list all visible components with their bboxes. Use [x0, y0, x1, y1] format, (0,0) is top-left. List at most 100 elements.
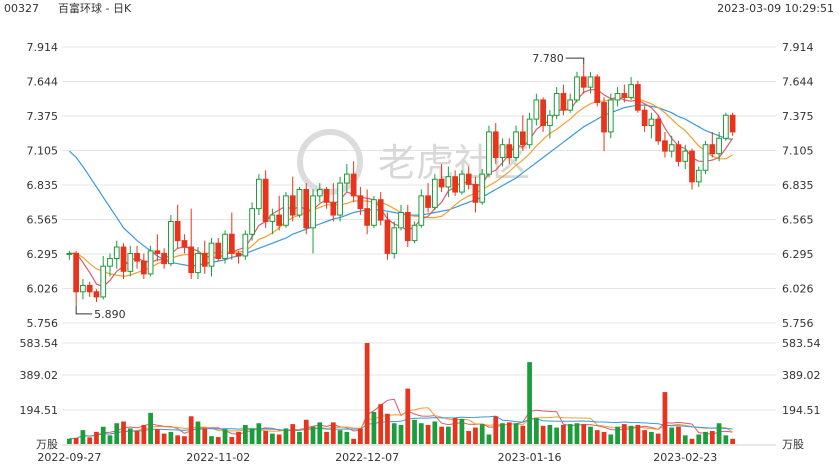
candle-body [519, 131, 526, 146]
price-tick-label: 7.644 [782, 76, 814, 89]
candle-body [431, 178, 438, 208]
candle-body [174, 220, 181, 242]
right-price-axis: 7.914 7.644 7.375 7.105 6.835 6.565 6.295 6.026… [782, 41, 814, 330]
volume-bar [581, 424, 587, 444]
date-tick-label: 2022-11-02 [186, 451, 250, 464]
candle-body [553, 93, 560, 116]
volume-bar [601, 431, 607, 444]
candle-body [689, 150, 695, 183]
volume-bar [452, 418, 458, 444]
volume-bar [297, 431, 302, 444]
volume-bar [161, 433, 167, 444]
volume-bar [283, 428, 289, 444]
candle-body [86, 284, 93, 293]
volume-bar [222, 429, 228, 444]
volume-bar [642, 430, 648, 444]
candle-body [316, 188, 323, 197]
volume-bar [486, 434, 492, 444]
candle-body [729, 114, 736, 133]
candle-body [472, 183, 479, 203]
volume-bar [94, 431, 99, 444]
volume-bar [696, 434, 702, 444]
price-tick-label: 7.375 [27, 110, 59, 123]
candle-body [242, 233, 249, 257]
candle-body [716, 137, 722, 155]
candle-body [601, 102, 607, 133]
candle-body [641, 109, 648, 127]
price-tick-label: 5.756 [782, 317, 814, 330]
price-annotations: 7.780 5.890 [75, 52, 585, 321]
volume-bar [682, 435, 688, 444]
volume-bar [608, 434, 614, 444]
candle-body [384, 219, 391, 254]
candle-body [418, 195, 425, 226]
volume-bar [351, 438, 356, 444]
candle-body [425, 195, 431, 208]
candle-body [452, 176, 459, 193]
candle-body [594, 76, 601, 104]
candle-body [181, 240, 188, 248]
volume-bar [709, 431, 715, 444]
price-tick-label: 6.565 [782, 214, 814, 227]
candlestick-series [66, 64, 736, 306]
candle-body [533, 99, 540, 120]
candle-body [614, 93, 621, 101]
stock-title: 百富环球 - 日K [58, 2, 132, 15]
volume-bar [621, 424, 627, 444]
candle-body [201, 252, 208, 267]
volume-bar [432, 421, 438, 444]
volume-bar [500, 423, 505, 444]
candle-body [249, 208, 255, 235]
volume-bar [114, 423, 120, 444]
price-tick-label: 7.644 [27, 76, 59, 89]
volume-bar [141, 424, 147, 444]
volume-bar [290, 424, 296, 444]
candle-body [73, 252, 80, 293]
volume-bar [669, 427, 675, 444]
watermark-logo-icon [297, 129, 363, 195]
candle-body [80, 284, 86, 293]
volume-bar [635, 424, 641, 444]
candle-body [235, 252, 242, 257]
volume-bar [195, 421, 201, 444]
candle-body [120, 246, 127, 272]
volume-bar [615, 426, 620, 444]
volume-bar [716, 423, 722, 444]
candle-body [567, 99, 574, 111]
left-volume-axis: 583.54 389.02 194.51 万股 [20, 337, 59, 451]
volume-bar [242, 424, 248, 444]
candle-body [607, 99, 614, 133]
candle-body [127, 252, 134, 272]
volume-bar [446, 426, 451, 444]
candle-body [682, 150, 689, 162]
price-tick-label: 6.835 [782, 179, 814, 192]
stock-code: 00327 [4, 2, 39, 15]
volume-bar [412, 419, 417, 444]
candle-body [168, 220, 174, 265]
candle-body [350, 173, 357, 197]
price-tick-label: 7.375 [782, 110, 814, 123]
right-volume-axis: 583.54 389.02 194.51 万股 [782, 337, 821, 451]
volume-bar [249, 428, 255, 444]
candle-body [547, 114, 553, 127]
price-tick-label: 7.105 [782, 145, 814, 158]
candle-body [445, 176, 452, 188]
candle-body [540, 99, 546, 127]
volume-bar [398, 424, 404, 444]
candle-body [215, 242, 222, 260]
volume-bar [310, 426, 316, 444]
date-tick-label: 2023-02-23 [653, 451, 717, 464]
price-tick-label: 7.105 [27, 145, 59, 158]
candle-body [364, 208, 371, 226]
candle-body [134, 252, 140, 262]
candle-body [188, 246, 195, 274]
volume-bar [385, 413, 390, 444]
volume-bar [188, 416, 194, 444]
volume-bar [378, 404, 384, 444]
candle-body [66, 252, 73, 255]
volume-bar [256, 423, 262, 444]
candle-body [357, 195, 364, 210]
grid-lines [62, 46, 776, 446]
candle-body [222, 233, 228, 260]
